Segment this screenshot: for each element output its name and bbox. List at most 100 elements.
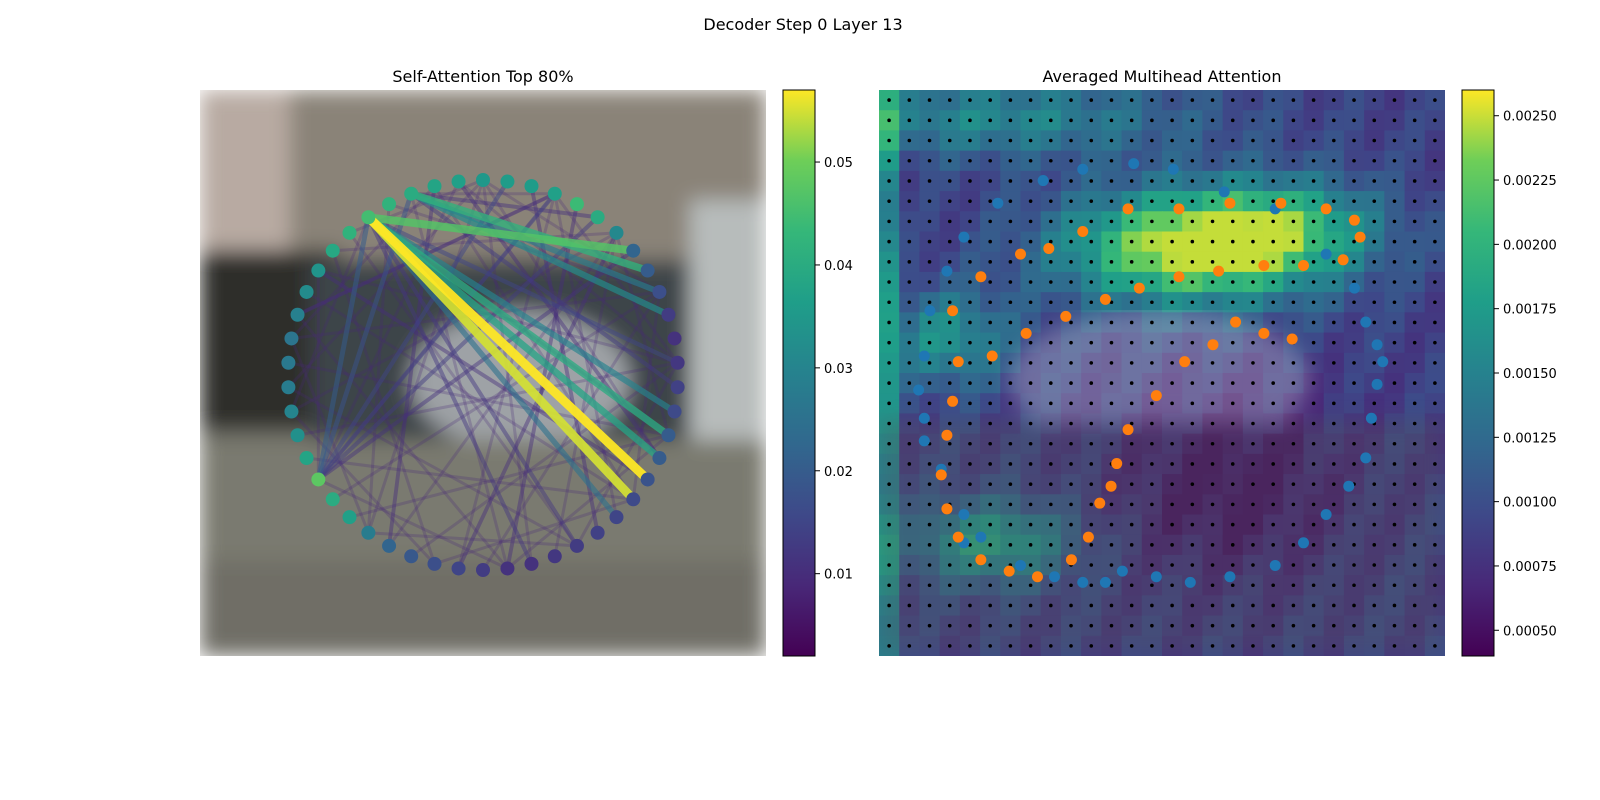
grid-point (947, 158, 952, 163)
grid-point (1170, 219, 1174, 224)
grid-point (1311, 239, 1316, 244)
grid-point (1049, 441, 1053, 446)
grid-point (1332, 300, 1336, 305)
colorbar-tick-label: 0.00175 (1503, 303, 1557, 318)
colorbar-tick-label: 0.00100 (1503, 496, 1557, 511)
grid-point (1372, 199, 1377, 203)
grid-point (1251, 98, 1255, 102)
grid-point (887, 361, 891, 365)
grid-point (947, 361, 952, 365)
grid-point (1392, 522, 1397, 527)
grid-point (907, 118, 912, 123)
grid-point (1311, 138, 1316, 143)
grid-point (988, 260, 992, 264)
keypoint-marker (1258, 327, 1270, 339)
grid-point (1311, 522, 1316, 527)
grid-point (1251, 441, 1255, 446)
grid-point (1433, 401, 1437, 406)
grid-point (1028, 138, 1033, 143)
grid-point (1109, 340, 1114, 345)
grid-point (1210, 361, 1215, 365)
attention-node (342, 225, 357, 240)
grid-point (1271, 280, 1275, 284)
grid-point (1150, 300, 1154, 305)
grid-point (1230, 300, 1235, 305)
attention-edge-faint (434, 497, 634, 566)
grid-point (1008, 118, 1013, 123)
attention-node (382, 197, 397, 212)
grid-point (1150, 280, 1154, 284)
grid-point (1028, 179, 1033, 183)
grid-point (1089, 340, 1094, 345)
grid-point (1291, 623, 1296, 628)
grid-point (1069, 98, 1073, 102)
grid-point (1210, 138, 1215, 143)
grid-point (1150, 502, 1154, 507)
grid-point (1150, 583, 1154, 588)
grid-point (1190, 644, 1195, 648)
grid-point (1271, 441, 1275, 446)
grid-point (1028, 98, 1033, 102)
grid-point (1210, 239, 1215, 244)
grid-point (1392, 644, 1397, 648)
grid-point (1210, 522, 1215, 527)
grid-point (1129, 644, 1134, 648)
grid-point (1150, 543, 1154, 547)
grid-point (927, 381, 932, 385)
grid-point (1049, 522, 1053, 527)
grid-point (907, 219, 912, 224)
attention-node (290, 307, 305, 322)
attention-edge (366, 215, 534, 566)
grid-point (1028, 583, 1033, 588)
grid-point (1271, 644, 1275, 648)
grid-point (1251, 603, 1255, 608)
grid-point (1109, 260, 1114, 264)
grid-point (1412, 583, 1417, 588)
grid-point (1352, 441, 1356, 446)
grid-point (1210, 563, 1215, 567)
keypoint-marker (1179, 356, 1191, 368)
grid-point (1069, 603, 1073, 608)
grid-point (1069, 482, 1073, 486)
grid-point (1412, 543, 1417, 547)
grid-point (968, 320, 972, 325)
grid-point (1210, 300, 1215, 305)
grid-point (907, 401, 912, 406)
grid-point (1069, 118, 1073, 123)
grid-point (907, 502, 912, 507)
keypoint-marker (1077, 576, 1089, 588)
grid-point (927, 543, 932, 547)
grid-point (1210, 199, 1215, 203)
grid-point (1230, 340, 1235, 345)
grid-point (1089, 644, 1094, 648)
keypoint-marker (975, 531, 987, 543)
attention-node (325, 492, 340, 507)
grid-point (927, 199, 932, 203)
grid-point (887, 300, 891, 305)
grid-point (1412, 421, 1417, 426)
grid-point (1251, 644, 1255, 648)
grid-point (988, 158, 992, 163)
grid-point (968, 219, 972, 224)
grid-point (1129, 320, 1134, 325)
grid-point (1089, 603, 1094, 608)
grid-point (887, 179, 891, 183)
grid-point (1008, 462, 1013, 466)
grid-point (1049, 138, 1053, 143)
grid-point (1008, 260, 1013, 264)
grid-point (1109, 522, 1114, 527)
grid-point (1412, 462, 1417, 466)
grid-point (1170, 522, 1174, 527)
grid-point (1311, 623, 1316, 628)
grid-point (988, 300, 992, 305)
grid-point (1291, 644, 1296, 648)
grid-point (1412, 239, 1417, 244)
grid-point (1190, 543, 1195, 547)
grid-point (1230, 603, 1235, 608)
grid-point (1109, 623, 1114, 628)
grid-point (907, 239, 912, 244)
grid-point (1230, 381, 1235, 385)
grid-point (1028, 441, 1033, 446)
grid-point (1210, 583, 1215, 588)
grid-point (1129, 583, 1134, 588)
